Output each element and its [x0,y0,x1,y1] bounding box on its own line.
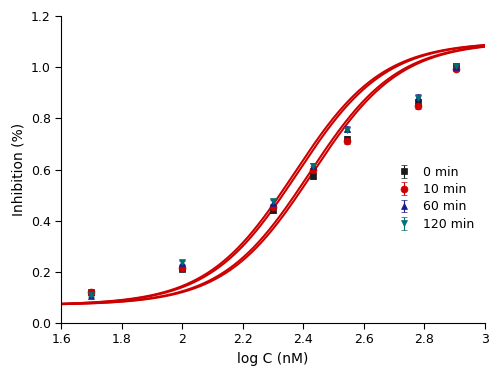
Legend: 0 min, 10 min, 60 min, 120 min: 0 min, 10 min, 60 min, 120 min [392,166,474,231]
Y-axis label: Inhibition (%): Inhibition (%) [11,123,25,216]
X-axis label: log C (nM): log C (nM) [238,352,308,366]
